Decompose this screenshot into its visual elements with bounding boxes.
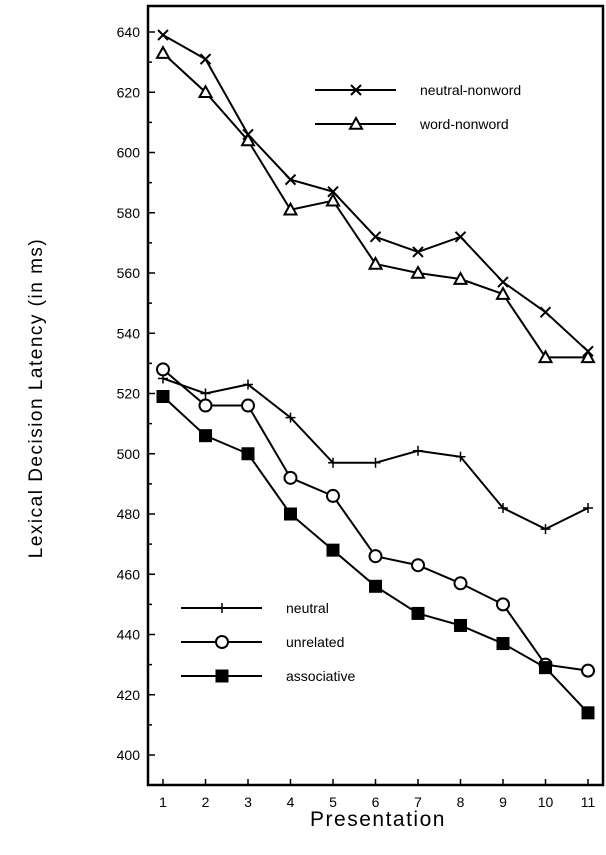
series-line-neutral [162, 377, 589, 531]
y-tick-label: 560 [117, 265, 141, 281]
data-point-unrelated [156, 362, 170, 377]
data-point-associative [581, 706, 595, 720]
x-tick-label: 9 [499, 794, 507, 810]
data-point-neutral [370, 457, 381, 468]
y-tick-label: 580 [117, 205, 141, 221]
x-tick-label: 2 [202, 794, 210, 810]
data-point-word-nonword [580, 349, 596, 364]
data-point-neutral [328, 457, 338, 468]
data-point-unrelated [581, 663, 595, 678]
data-point-unrelated [411, 558, 425, 573]
data-point-neutral [200, 388, 211, 399]
data-point-word-nonword [155, 45, 171, 59]
data-point-neutral [498, 502, 508, 513]
x-tick-label: 4 [287, 794, 295, 810]
data-point-neutral [413, 445, 423, 456]
data-point-word-nonword [410, 264, 426, 279]
y-tick-label: 520 [117, 386, 141, 402]
data-point-word-nonword [367, 255, 384, 270]
legend-label-associative: associative [286, 668, 355, 684]
y-tick-label: 540 [117, 325, 141, 341]
y-tick-label: 440 [117, 627, 141, 643]
plot-frame [146, 4, 605, 787]
y-tick-label: 460 [117, 566, 141, 582]
x-tick-label: 7 [414, 794, 422, 810]
data-point-unrelated [326, 488, 340, 503]
y-tick-label: 500 [117, 446, 141, 462]
data-point-word-nonword [197, 84, 214, 99]
x-tick-label: 10 [538, 794, 554, 810]
data-point-associative [199, 429, 212, 443]
y-tick-label: 620 [117, 84, 141, 100]
data-point-associative [156, 390, 170, 404]
data-point-neutral-nonword [327, 185, 339, 198]
y-tick-label: 400 [117, 747, 141, 763]
data-point-neutral-nonword [412, 246, 424, 258]
series-line-neutral-nonword [162, 34, 589, 353]
data-point-unrelated [368, 549, 383, 564]
data-point-neutral [540, 524, 551, 535]
y-tick-label: 600 [117, 145, 141, 161]
x-tick-label: 1 [159, 794, 167, 810]
data-point-neutral-nonword [157, 29, 169, 41]
data-point-neutral-nonword [284, 173, 297, 186]
data-point-associative [496, 637, 510, 651]
data-point-neutral [243, 379, 253, 390]
data-point-unrelated [198, 398, 213, 413]
data-point-neutral-nonword [497, 276, 509, 288]
data-point-word-nonword [325, 192, 341, 207]
y-tick-label: 640 [117, 24, 141, 40]
data-point-neutral-nonword [369, 231, 382, 243]
legend-label-neutral: neutral [286, 600, 329, 616]
legend-marker-neutral [217, 603, 227, 613]
data-point-associative [284, 507, 297, 521]
data-point-neutral [285, 412, 296, 423]
x-axis-title: Presentation [310, 808, 446, 831]
data-point-associative [241, 447, 255, 461]
data-point-unrelated [283, 470, 298, 485]
data-point-word-nonword [240, 132, 256, 147]
data-point-word-nonword [537, 349, 554, 364]
series-line-unrelated [162, 368, 589, 672]
legend-marker-word-nonword [348, 115, 364, 130]
x-tick-label: 5 [329, 794, 337, 810]
legend-label-word-nonword: word-nonword [419, 116, 509, 132]
legend-label-neutral-nonword: neutral-nonword [420, 82, 521, 98]
y-axis-title: Lexical Decision Latency (in ms) [26, 238, 47, 558]
x-tick-label: 6 [372, 794, 380, 810]
legend-marker-associative [215, 669, 229, 683]
data-point-unrelated [496, 597, 510, 612]
data-point-associative [326, 543, 340, 557]
x-tick-label: 3 [244, 794, 252, 810]
data-point-neutral-nonword [454, 231, 467, 243]
data-point-associative [369, 579, 382, 593]
data-point-neutral [583, 502, 593, 513]
legend-label-unrelated: unrelated [286, 634, 344, 650]
data-point-associative [411, 606, 425, 620]
data-point-unrelated [453, 576, 468, 591]
legend-marker-unrelated [215, 635, 229, 649]
legend-marker-neutral-nonword [350, 84, 362, 96]
data-point-word-nonword [452, 270, 469, 285]
data-point-neutral-nonword [539, 306, 552, 318]
y-tick-label: 420 [117, 687, 141, 703]
data-point-neutral [455, 451, 466, 462]
y-tick-label: 480 [117, 506, 141, 522]
data-point-associative [454, 618, 467, 632]
data-point-word-nonword [282, 201, 299, 216]
data-point-word-nonword [495, 286, 511, 300]
data-point-neutral-nonword [199, 53, 212, 65]
data-point-unrelated [241, 398, 255, 413]
data-point-associative [539, 661, 552, 675]
x-tick-label: 11 [581, 794, 596, 810]
x-tick-label: 8 [457, 794, 465, 810]
